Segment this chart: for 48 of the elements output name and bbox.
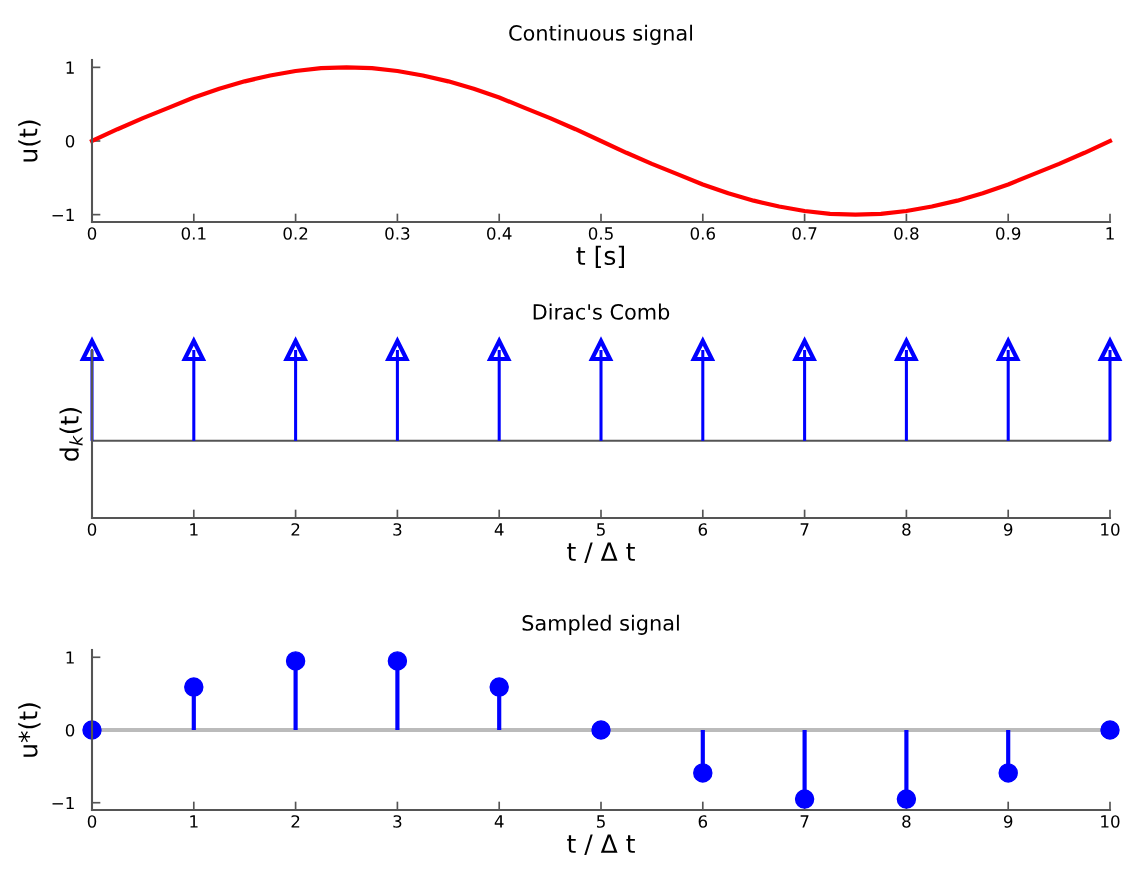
- x-tick-label: 5: [596, 523, 605, 536]
- x-tick-label: 1: [190, 815, 198, 828]
- y-axis-title: u(t): [18, 120, 41, 162]
- x-tick-label: 3: [393, 523, 402, 536]
- x-tick-label: 4: [494, 523, 504, 536]
- x-tick-label: 0.3: [385, 227, 410, 240]
- x-tick-label: 7: [800, 815, 809, 828]
- x-axis-title: t [s]: [576, 245, 624, 269]
- x-tick-label: 1: [1106, 227, 1114, 240]
- y-tick-label: −1: [52, 796, 74, 810]
- y-tick-label: 0: [65, 134, 75, 148]
- x-tick-label: 0.2: [283, 227, 308, 240]
- y-axis-title: d$_{k}$(t): [59, 408, 83, 461]
- y-tick-label: 1: [66, 651, 74, 664]
- x-axis-title: t / Δ t: [567, 542, 635, 564]
- x-tick-label: 0.1: [181, 227, 206, 240]
- x-tick-label: 4: [494, 815, 504, 828]
- x-tick-label: 2: [291, 815, 300, 828]
- y-tick-label: 1: [66, 61, 74, 74]
- x-tick-label: 0: [87, 815, 97, 828]
- x-tick-label: 9: [1003, 815, 1013, 828]
- chart-title: Continuous signal: [509, 24, 693, 45]
- x-tick-label: 0.9: [996, 227, 1021, 240]
- x-tick-label: 0.8: [894, 227, 919, 240]
- x-tick-label: 0.7: [792, 227, 817, 240]
- x-tick-label: 0.6: [690, 227, 715, 240]
- x-tick-label: 3: [393, 815, 402, 828]
- y-tick-label: −1: [52, 208, 74, 221]
- x-tick-label: 0.5: [588, 227, 613, 240]
- x-tick-label: 0: [87, 523, 97, 536]
- x-tick-label: 8: [902, 523, 911, 536]
- x-tick-label: 0.4: [487, 227, 512, 240]
- x-tick-label: 1: [190, 523, 198, 536]
- x-tick-label: 8: [902, 815, 911, 828]
- x-tick-label: 6: [698, 523, 708, 536]
- x-tick-label: 10: [1101, 815, 1120, 828]
- x-tick-label: 7: [800, 523, 809, 536]
- y-tick-label: 0: [65, 723, 75, 737]
- y-axis-title: u*(t): [18, 703, 41, 757]
- chart-title: Sampled signal: [522, 614, 679, 635]
- x-tick-label: 9: [1003, 523, 1013, 536]
- x-tick-label: 2: [291, 523, 300, 536]
- x-tick-label: 5: [596, 815, 605, 828]
- x-axis-title: t / Δ t: [567, 834, 635, 856]
- chart-title: Dirac's Comb: [533, 303, 670, 320]
- x-tick-label: 10: [1101, 523, 1120, 536]
- x-tick-label: 0: [87, 227, 97, 240]
- x-tick-label: 6: [698, 815, 708, 828]
